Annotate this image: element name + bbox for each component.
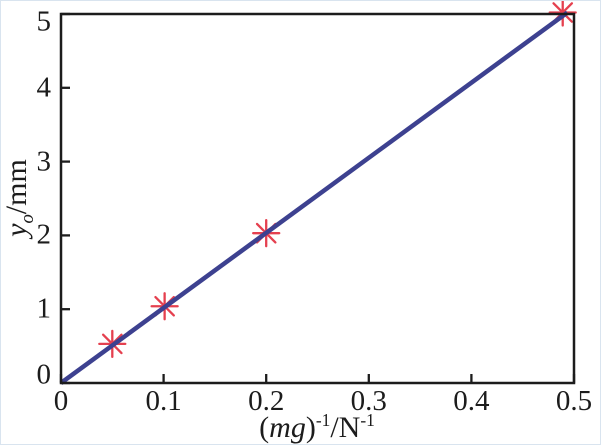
plot-frame [59, 12, 576, 385]
x-axis-label-open-paren: ( [259, 411, 270, 444]
y-tick-label: 4 [36, 71, 52, 104]
y-tick-label: 0 [36, 358, 52, 391]
x-axis-label-variable: mg [269, 411, 306, 444]
x-axis-label-unit: N [338, 411, 361, 444]
y-tick-label: 2 [36, 218, 52, 251]
x-axis-label-slash: / [330, 411, 339, 444]
x-axis-label-close-paren: ) [305, 411, 316, 444]
x-tick-label: 0.5 [555, 385, 593, 417]
x-tick-label: 0.1 [145, 385, 182, 417]
data-marker [548, 1, 577, 27]
x-tick-label: 0.2 [248, 385, 285, 417]
x-axis-label-exponent: -1 [315, 410, 331, 430]
y-tick-label: 5 [36, 5, 52, 38]
y-tick-label: 3 [36, 145, 52, 178]
y-tick-label: 1 [36, 292, 52, 325]
x-tick-label: 0 [53, 385, 69, 417]
x-axis-label-unit-exponent: -1 [360, 410, 375, 430]
x-tick-label: 0.3 [350, 385, 387, 417]
x-axis-label: (mg)-1/N-1 [259, 410, 375, 444]
fit-line [59, 10, 569, 385]
x-tick-label: 0.4 [453, 385, 490, 417]
